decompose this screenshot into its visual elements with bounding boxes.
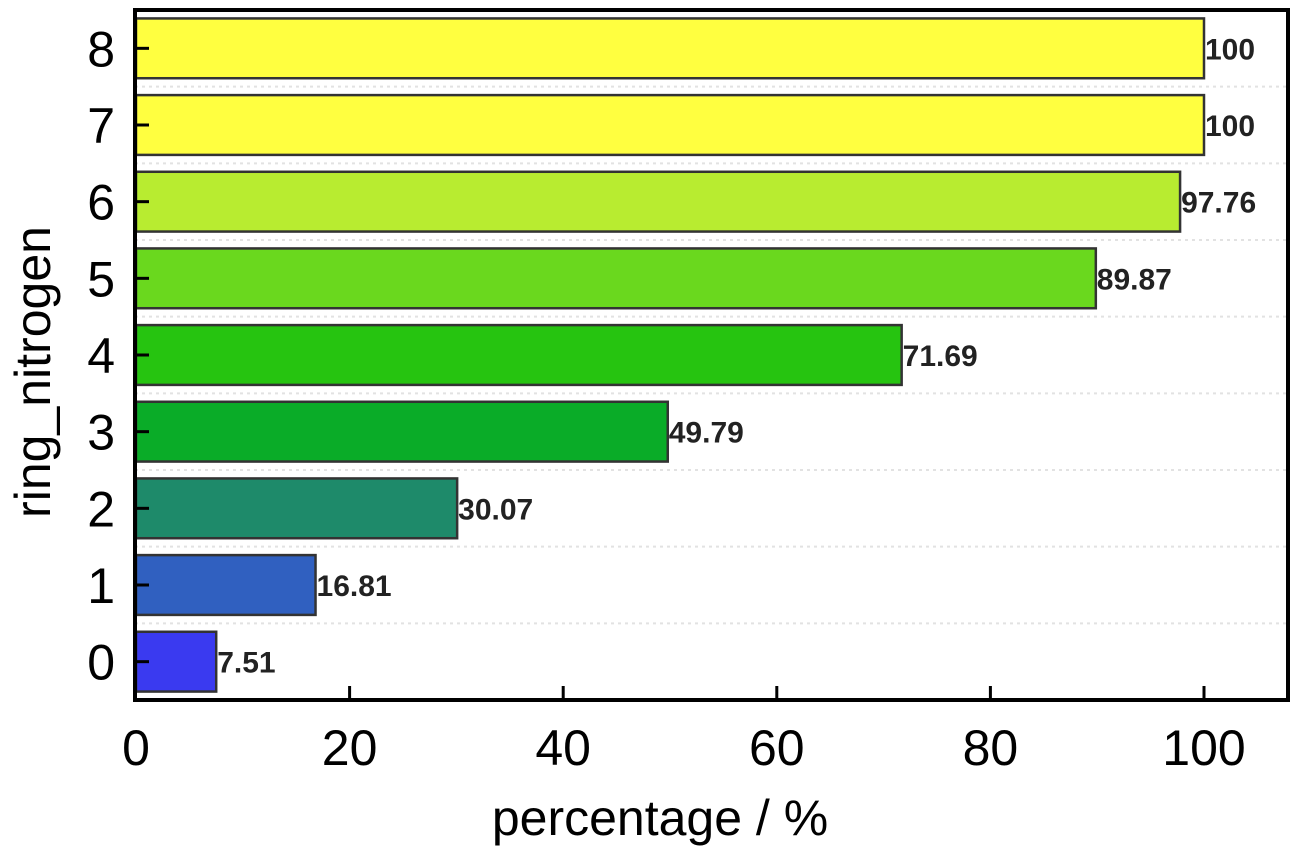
bar-3 xyxy=(134,400,670,463)
y-tick-label: 5 xyxy=(87,251,115,307)
data-label-2: 30.07 xyxy=(458,493,533,526)
bar-4 xyxy=(134,323,903,387)
y-tick-label: 2 xyxy=(87,481,115,537)
y-tick-label: 3 xyxy=(87,405,115,461)
data-label-5: 89.87 xyxy=(1097,263,1172,296)
data-label-4: 71.69 xyxy=(903,340,978,373)
data-label-1: 16.81 xyxy=(317,570,392,603)
x-tick-label: 40 xyxy=(535,720,591,776)
data-label-8: 100 xyxy=(1205,33,1255,66)
data-label-3: 49.79 xyxy=(669,417,744,450)
bar-1 xyxy=(134,553,317,617)
bar-5 xyxy=(134,247,1098,310)
x-tick-label: 100 xyxy=(1162,720,1245,776)
y-tick-label: 0 xyxy=(87,635,115,691)
y-tick-label: 8 xyxy=(87,21,115,77)
x-axis-ticks: 0 20 40 60 80 100 xyxy=(122,686,1246,776)
data-label-6: 97.76 xyxy=(1181,187,1256,220)
y-tick-label: 7 xyxy=(87,98,115,154)
x-tick-label: 60 xyxy=(749,720,805,776)
bar-8 xyxy=(134,17,1206,80)
data-label-7: 100 xyxy=(1205,110,1255,143)
y-axis-ticks: 0 1 2 3 4 5 6 7 8 xyxy=(87,21,149,691)
y-tick-label: 6 xyxy=(87,175,115,231)
y-tick-label: 1 xyxy=(87,558,115,614)
x-tick-label: 80 xyxy=(963,720,1019,776)
data-label-0: 7.51 xyxy=(217,647,275,680)
x-axis-title: percentage / % xyxy=(492,790,828,846)
bar-2 xyxy=(134,477,459,540)
y-tick-label: 4 xyxy=(87,328,115,384)
grid-lines xyxy=(135,85,1288,625)
bars xyxy=(134,17,1206,693)
x-tick-label: 0 xyxy=(122,720,150,776)
bar-6 xyxy=(134,170,1182,233)
data-labels: 7.51 16.81 30.07 49.79 71.69 89.87 97.76 100 100 xyxy=(217,33,1256,679)
y-axis-title: ring_nitrogen xyxy=(5,226,61,518)
bar-7 xyxy=(134,93,1206,157)
x-tick-label: 20 xyxy=(322,720,378,776)
